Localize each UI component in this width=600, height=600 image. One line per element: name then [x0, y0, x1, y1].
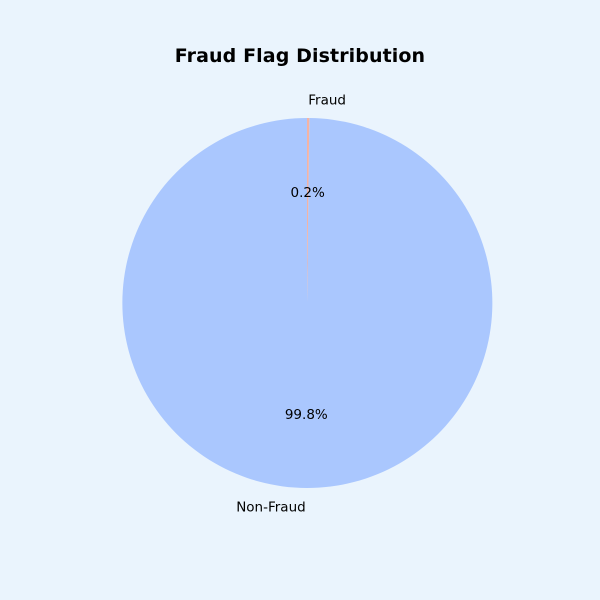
pie-slice-fraud — [307, 117, 310, 303]
slice-percent-label: 0.2% — [291, 185, 325, 201]
slice-category-label: Non-Fraud — [236, 500, 306, 516]
slice-percent-label: 99.8% — [285, 407, 328, 423]
pie-slices — [122, 117, 493, 488]
pie-slice-non-fraud — [122, 118, 493, 488]
chart-title: Fraud Flag Distribution — [174, 45, 426, 67]
pie-labels: 99.8% Non-Fraud 0.2% Fraud — [236, 93, 346, 516]
slice-category-label: Fraud — [308, 93, 346, 109]
